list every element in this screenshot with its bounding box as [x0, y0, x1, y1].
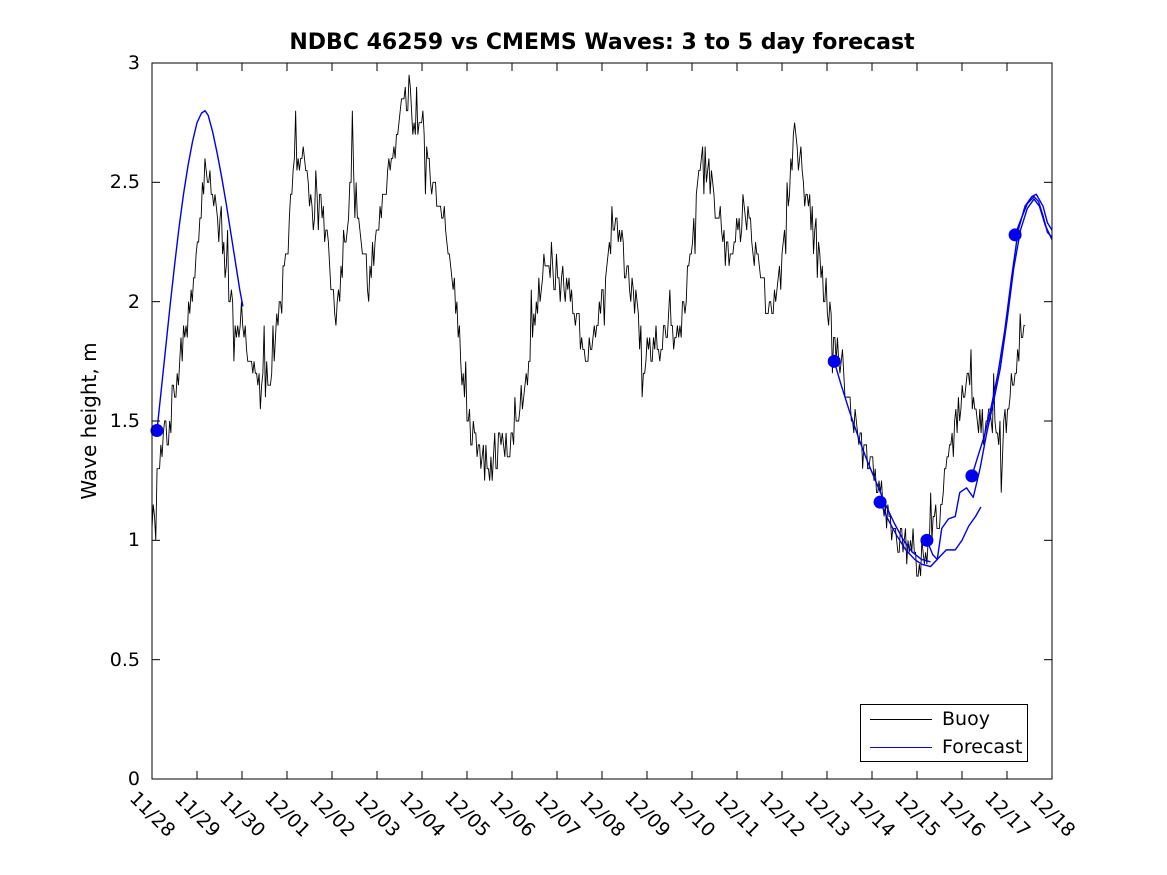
- legend-entry-forecast: Forecast: [861, 735, 1027, 759]
- y-tick-label: 1.5: [109, 410, 140, 432]
- y-tick-label: 2: [127, 290, 140, 313]
- buoy-line-swatch: [870, 718, 932, 720]
- forecast-series-line: [156, 110, 244, 431]
- y-tick-label: 0.5: [109, 648, 140, 671]
- legend[interactable]: Buoy Forecast: [860, 704, 1028, 762]
- legend-label-forecast: Forecast: [942, 736, 1023, 758]
- y-tick-label: 1: [127, 529, 140, 552]
- forecast-series-line: [926, 198, 1053, 561]
- forecast-series-line: [1014, 195, 1053, 238]
- forecast-start-marker: [827, 354, 841, 368]
- forecast-series: [156, 110, 1053, 568]
- forecast-series-line: [879, 501, 982, 568]
- y-tick-label: 0: [127, 768, 140, 790]
- chart-title: NDBC 46259 vs CMEMS Waves: 3 to 5 day fo…: [289, 30, 915, 55]
- forecast-series-line: [971, 193, 1053, 477]
- forecast-markers: [150, 228, 1022, 547]
- forecast-start-marker: [965, 469, 979, 483]
- forecast-series-line: [833, 361, 931, 563]
- forecast-start-marker: [1008, 228, 1022, 242]
- legend-label-buoy: Buoy: [942, 708, 990, 730]
- legend-entry-buoy: Buoy: [861, 707, 1027, 731]
- plot-border: [151, 62, 1053, 780]
- y-tick-label: 2.5: [109, 171, 140, 194]
- forecast-start-marker: [873, 495, 887, 509]
- buoy-series: [151, 74, 1026, 577]
- forecast-line-swatch: [870, 746, 932, 748]
- forecast-start-marker: [150, 424, 164, 438]
- axis-ticks: [151, 62, 1053, 780]
- y-tick-label: 3: [127, 52, 140, 74]
- buoy-series-line: [151, 74, 1026, 577]
- forecast-start-marker: [920, 533, 934, 547]
